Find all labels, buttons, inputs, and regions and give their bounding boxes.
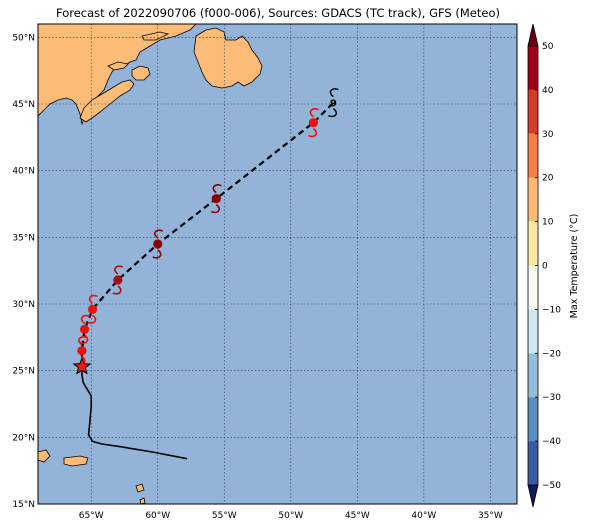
- colorbar-segment: [528, 353, 538, 398]
- colorbar-segment: [528, 397, 538, 442]
- final-position-label: 9: [330, 99, 337, 110]
- colorbar: −50 −40 −30 −20 −10 0 10 20 30 40 50: [527, 23, 561, 508]
- colorbar-segment: [528, 177, 538, 222]
- lat-tick-label: 45°N: [12, 100, 35, 110]
- landmasses: [38, 24, 263, 504]
- track-layer: 9: [72, 88, 339, 460]
- colorbar-tick-label: −10: [542, 305, 561, 315]
- land-anticosti-island: [141, 31, 170, 41]
- colorbar-segment: [528, 46, 538, 90]
- land-hispaniola: [38, 449, 51, 463]
- colorbar-tick-label: 10: [542, 218, 554, 228]
- colorbar-segment: [528, 133, 538, 178]
- land-newfoundland: [193, 27, 263, 89]
- figure-title: Forecast of 2022090706 (f000-006), Sourc…: [56, 6, 500, 20]
- lat-tick-label: 20°N: [12, 433, 35, 443]
- final-position-icon: 9: [328, 88, 339, 118]
- colorbar-segment: [528, 441, 538, 485]
- past-track-line: [81, 366, 188, 460]
- lat-tick-label: 40°N: [12, 167, 35, 177]
- colorbar-tick-label: 20: [542, 174, 554, 184]
- colorbar-over-extension: [527, 23, 539, 47]
- colorbar-tick-label: 40: [542, 86, 554, 96]
- lon-tick-label: 60°W: [145, 511, 170, 521]
- colorbar-tick-label: 30: [542, 130, 554, 140]
- colorbar-segment: [528, 309, 538, 354]
- storm-marker-icon: [152, 229, 164, 259]
- colorbar-segment: [528, 265, 538, 310]
- land-dominica: [139, 497, 146, 504]
- lon-tick-label: 40°W: [411, 511, 436, 521]
- map-frame: [37, 23, 518, 505]
- lat-tick-label: 30°N: [12, 300, 35, 310]
- lon-tick-label: 35°W: [478, 511, 503, 521]
- lon-tick-label: 55°W: [212, 511, 237, 521]
- colorbar-tick-label: −20: [542, 349, 561, 359]
- storm-marker-icon: [308, 108, 319, 138]
- land-nova-scotia-peninsula: [79, 79, 135, 123]
- lat-tick-label: 35°N: [12, 233, 35, 243]
- lon-tick-label: 65°W: [79, 511, 104, 521]
- colorbar-segment: [528, 89, 538, 134]
- lat-tick-label: 50°N: [12, 33, 35, 43]
- current-position-star-icon: [72, 356, 92, 375]
- lat-tick-label: 15°N: [12, 500, 35, 510]
- map-axes: 9: [37, 23, 518, 505]
- land-cape-breton: [131, 65, 151, 81]
- land-puerto-rico: [63, 455, 89, 467]
- land-prince-edward-island: [107, 61, 129, 71]
- gridlines: [38, 24, 517, 504]
- lon-tick-label: 50°W: [278, 511, 303, 521]
- storm-marker-icon: [79, 314, 90, 344]
- land-nova-scotia-new-brunswick: [38, 24, 197, 126]
- lon-tick-labels: 65°W 60°W 55°W 50°W 45°W 40°W 35°W: [79, 511, 503, 521]
- colorbar-tick-label: 50: [542, 42, 554, 52]
- colorbar-tick-label: 0: [542, 262, 548, 272]
- lon-tick-label: 45°W: [345, 511, 370, 521]
- storm-marker-icon: [112, 265, 124, 295]
- storm-marker-icon: [87, 294, 98, 324]
- colorbar-under-extension: [527, 484, 539, 508]
- colorbar-tick-label: −30: [542, 393, 561, 403]
- colorbar-segment: [528, 221, 538, 266]
- lat-tick-labels: 15°N 20°N 25°N 30°N 35°N 40°N 45°N 50°N: [12, 33, 35, 510]
- land-guadeloupe: [135, 483, 145, 493]
- colorbar-tick-label: −40: [542, 437, 561, 447]
- storm-marker-icon: [210, 184, 222, 214]
- colorbar-label: Max Temperature (°C): [569, 214, 580, 319]
- lat-tick-label: 25°N: [12, 367, 35, 377]
- colorbar-tick-label: −50: [542, 481, 561, 491]
